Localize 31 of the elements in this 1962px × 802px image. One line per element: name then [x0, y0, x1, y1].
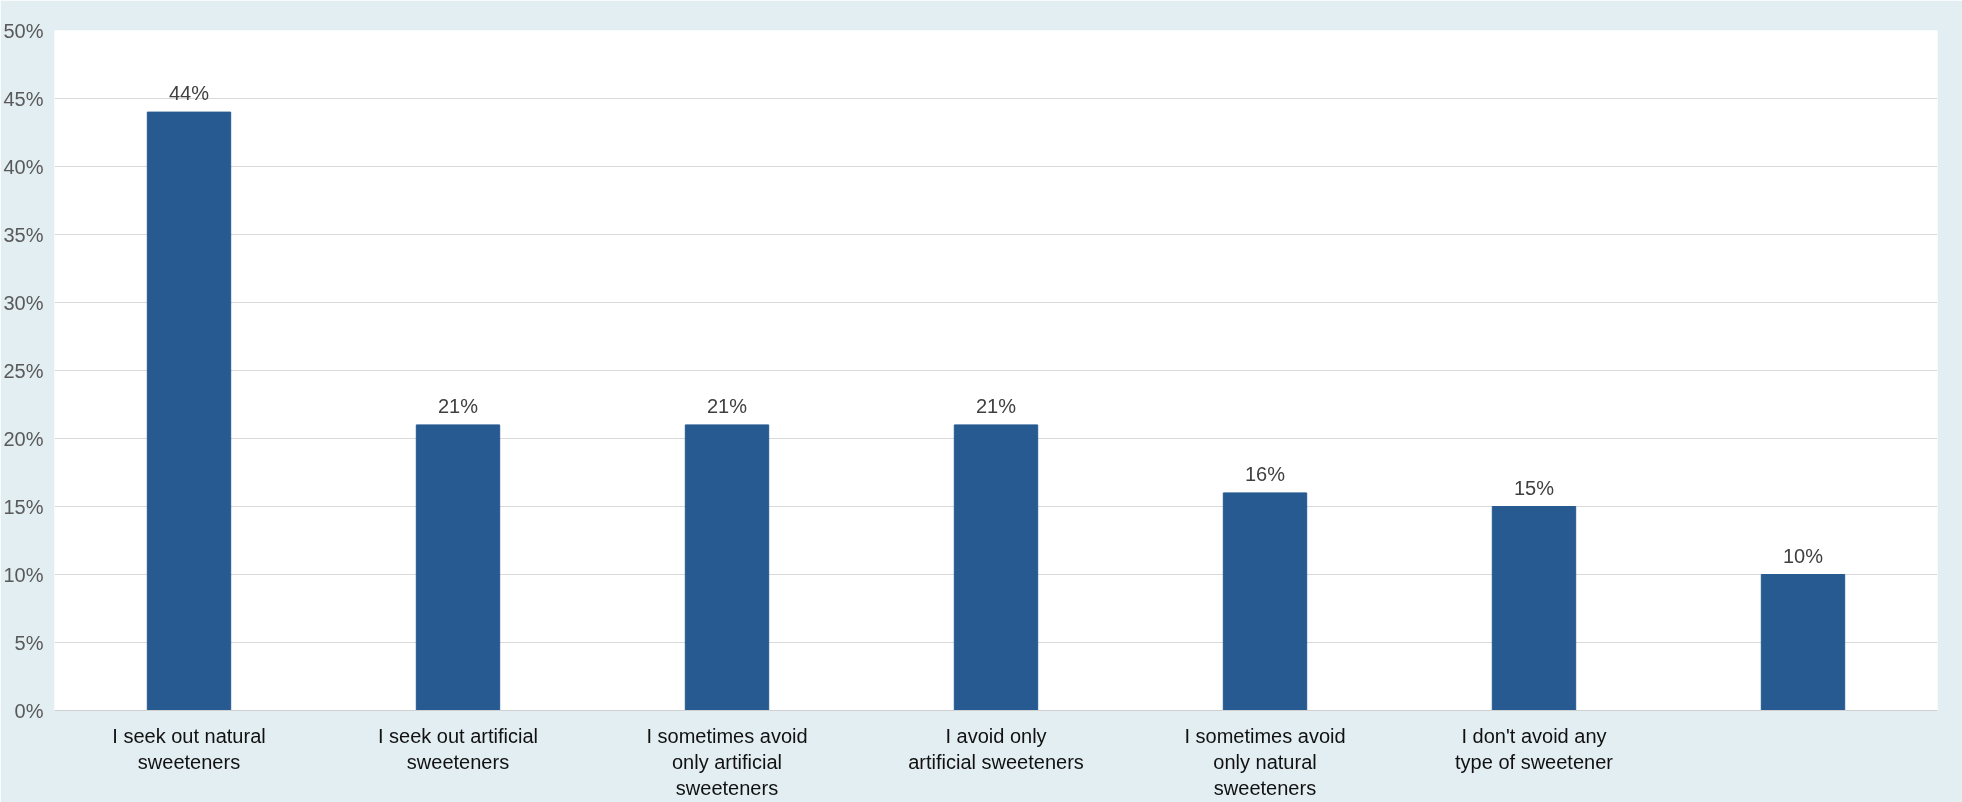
data-label: 16%: [1244, 462, 1286, 485]
y-tick-label: 30%: [3, 291, 44, 314]
x-tick-label: I don't avoid any type of sweetener: [1455, 724, 1614, 773]
y-tick-label: 5%: [14, 631, 44, 654]
data-label: 21%: [706, 394, 748, 417]
bar: [415, 424, 501, 711]
y-tick-label: 40%: [3, 155, 44, 178]
y-tick-label: 0%: [14, 699, 44, 722]
bar: [1222, 492, 1308, 711]
x-tick-label: I seek out artificial sweeteners: [377, 724, 539, 773]
x-tick-label: I sometimes avoid only artificial sweeteners: [646, 724, 808, 800]
bar: [1491, 506, 1577, 711]
x-tick-label: I seek out natural sweeteners: [112, 724, 266, 773]
bar: [1760, 574, 1846, 711]
data-label: 21%: [437, 394, 479, 417]
y-tick-label: 35%: [3, 223, 44, 246]
y-tick-label: 45%: [3, 87, 44, 110]
x-tick-label: I sometimes avoid only natural sweeteners: [1184, 724, 1346, 800]
y-tick-label: 50%: [3, 19, 44, 42]
y-tick-label: 25%: [3, 359, 44, 382]
bar: [953, 424, 1039, 711]
data-label: 44%: [168, 82, 210, 105]
bar: [684, 424, 770, 711]
y-tick-label: 10%: [3, 563, 44, 586]
data-label: 10%: [1782, 544, 1824, 567]
x-tick-label: I avoid only artificial sweeteners: [908, 724, 1084, 773]
data-label: 15%: [1513, 476, 1555, 499]
y-tick-label: 15%: [3, 495, 44, 518]
data-label: 21%: [975, 394, 1017, 417]
bar: [146, 111, 232, 711]
y-tick-label: 20%: [3, 427, 44, 450]
